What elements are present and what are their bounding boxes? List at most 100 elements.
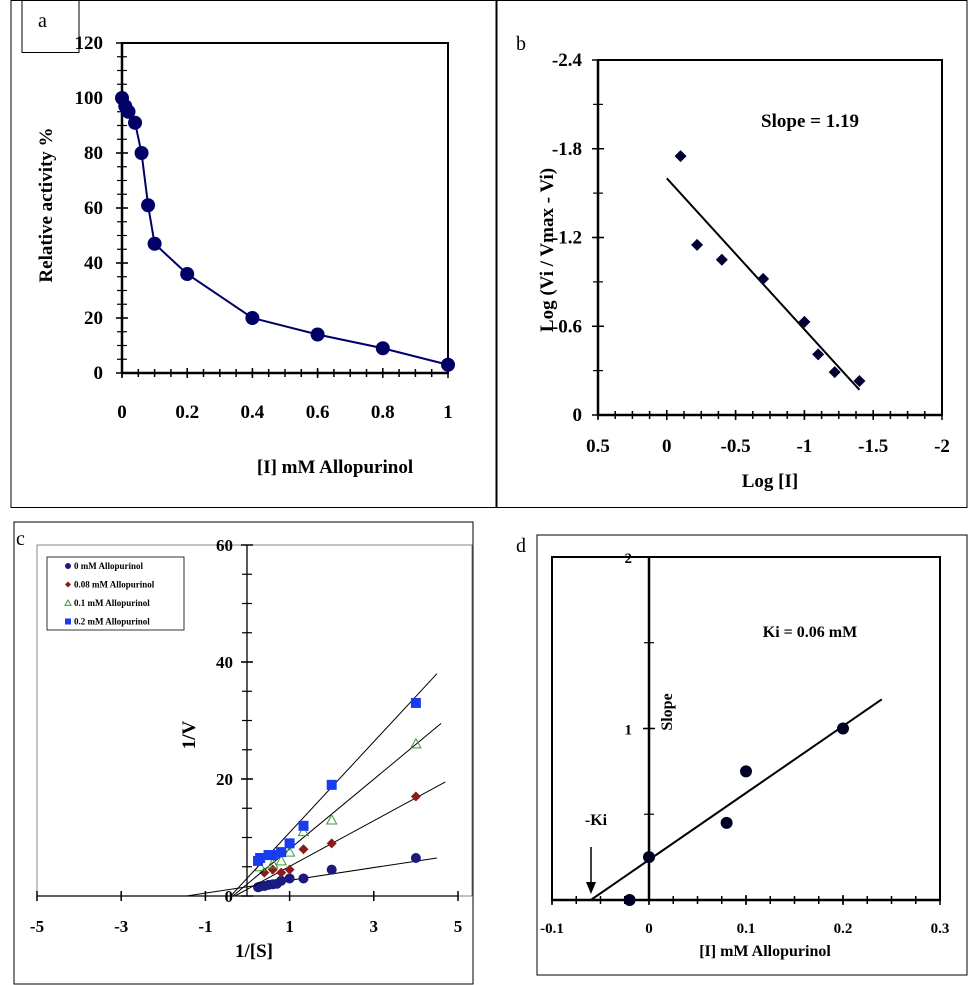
panel-d-data-point — [837, 722, 849, 735]
panel-a-x-tick-label: 1 — [443, 402, 453, 423]
panel-b-xlabel: Log [I] — [742, 471, 798, 492]
panel-d-xlabel: [I] mM Allopurinol — [699, 943, 831, 960]
panel-b-x-tick-label: 0 — [662, 436, 672, 457]
legend-label: 0.1 mM Allopurinol — [74, 598, 150, 608]
panel-c-data-point — [283, 846, 296, 857]
panel-c-data-point — [276, 875, 287, 886]
panel-c-plot: -5 -3 -1 1 3 5 0 20 40 60 — [30, 536, 473, 936]
panel-b-data-point — [757, 272, 770, 285]
panel-d-x-tick-label: 0 — [645, 921, 653, 937]
panel-b-y-tick-label: -0.6 — [552, 316, 582, 337]
panel-b-data-point — [828, 366, 841, 379]
panel-a-data-point — [245, 311, 260, 325]
panel-a-data-point — [128, 115, 143, 130]
panel-a-x-tick-label: 0.4 — [241, 402, 265, 423]
legend-label: 0.2 mM Allopurinol — [74, 617, 150, 627]
panel-b-y-tick-label: 0 — [573, 405, 583, 426]
panel-b-x-tick-label: -2 — [934, 436, 950, 457]
panel-a-data-point — [121, 104, 136, 119]
legend-marker-square — [65, 618, 71, 625]
panel-c-x-tick-label: 5 — [454, 917, 463, 936]
panel-d-plot-area — [551, 556, 941, 901]
panel-a-data-point — [310, 327, 325, 342]
panel-d-ki-label: -Ki — [585, 812, 608, 829]
panel-c-data-point — [326, 864, 337, 875]
panel-c-data-point — [298, 820, 309, 831]
panel-d-frame — [536, 534, 968, 976]
ki-arrow-icon — [586, 847, 596, 894]
panel-a-data-point — [141, 198, 156, 213]
panel-a-y-tick-label: 60 — [84, 198, 103, 219]
panel-c-data-point — [298, 844, 309, 855]
panel-c-xlabel: 1/[S] — [235, 941, 273, 962]
panel-b-plot: 0.5 0 -0.5 -1 -1.5 -20-0.6-1.2-1.8-2.4 — [552, 50, 950, 457]
panel-a-y-tick-label: 120 — [75, 33, 104, 54]
panel-c-y-tick-label: 40 — [216, 653, 233, 672]
panel-c-fit-line-1 — [234, 781, 446, 897]
panel-c-data-point — [410, 737, 422, 749]
panel-c-data-point — [326, 838, 337, 849]
panel-a-label: a — [38, 10, 47, 32]
panel-c-x-tick-label: -1 — [198, 917, 212, 936]
panel-b-y-tick-label: -1.8 — [552, 139, 582, 160]
panel-a-y-tick-label: 20 — [84, 308, 103, 329]
panel-b-x-tick-label: -1 — [796, 436, 812, 457]
panel-c-data-point — [410, 791, 421, 802]
panel-c-x-tick-label: 3 — [370, 917, 379, 936]
panel-a-plot: 0 0.2 0.4 0.6 0.8 1 0 20 40 60 80 100 120 — [75, 33, 455, 423]
panel-d-data-point — [720, 816, 733, 829]
panel-c-fit-line-2 — [232, 723, 442, 897]
panel-c-label: c — [16, 528, 25, 550]
legend-label: 0 mM Allopurinol — [74, 561, 144, 571]
panel-c-y-tick-label: 0 — [225, 887, 234, 906]
panel-a-ylabel: Relative activity % — [36, 127, 57, 282]
panel-c-data-point — [284, 864, 295, 875]
panel-b-y-tick-label: -1.2 — [552, 228, 582, 249]
panel-c-data-point — [267, 850, 278, 861]
panel-c-x-tick-label: -3 — [114, 917, 128, 936]
panel-d-label: d — [516, 535, 526, 557]
panel-d-data-point — [643, 851, 655, 864]
panel-b-data-point — [798, 315, 811, 328]
panel-b-x-tick-label: -0.5 — [721, 436, 751, 457]
panel-b-data-point — [674, 150, 687, 163]
panel-c-data-point — [284, 873, 295, 884]
panel-a-data-point — [134, 146, 149, 160]
panel-c-data-point — [284, 838, 295, 849]
panel-c-y-tick-label: 20 — [216, 770, 233, 789]
panel-b-x-tick-label: -1.5 — [858, 436, 888, 457]
panel-b-data-point — [812, 348, 825, 361]
panel-d-annotation: Ki = 0.06 mM — [763, 624, 857, 641]
panel-a-label-box — [21, 0, 80, 53]
panel-d-x-tick-label: 0.2 — [834, 921, 853, 937]
panel-d-y-tick-label: 1 — [625, 723, 633, 739]
panel-a-y-tick-label: 80 — [84, 143, 103, 164]
panel-c-x-tick-label: 1 — [285, 917, 294, 936]
panel-d-fit-line — [590, 698, 883, 901]
panel-a-frame — [10, 0, 497, 508]
panel-frames — [10, 0, 968, 985]
panel-d-x-tick-label: 0.1 — [737, 921, 756, 937]
panel-d-plot: -0.1 0 0.1 0.2 0.3 1 2 — [540, 551, 949, 937]
panel-a-y-tick-label: 0 — [94, 363, 104, 384]
panel-c-fit-line-0 — [186, 857, 438, 897]
panel-b-annotation: Slope = 1.19 — [761, 111, 859, 132]
panel-d-x-tick-label: 0.3 — [931, 921, 950, 937]
panel-d-data-point — [623, 894, 636, 906]
panel-c-data-point — [410, 852, 421, 863]
panel-c-data-point — [298, 873, 309, 884]
panel-b-x-tick-label: 0.5 — [586, 436, 610, 457]
panel-c-y-tick-label: 60 — [216, 536, 233, 555]
panel-b-data-point — [853, 374, 866, 387]
panel-a-data-point — [441, 357, 455, 372]
panel-a-data-point — [180, 267, 195, 281]
panel-c-ylabel: 1/V — [179, 720, 200, 749]
panel-b-data-point — [691, 238, 704, 251]
panel-a-x-tick-label: 0.2 — [175, 402, 199, 423]
panel-d-ylabel: Slope — [659, 693, 676, 730]
panel-a-series-line — [121, 97, 449, 366]
panel-b-data-point — [715, 253, 728, 266]
panel-c-legend: 0 mM Allopurinol 0.08 mM Allopurinol 0.1 m… — [46, 556, 185, 631]
panel-a-xlabel: [I] mM Allopurinol — [257, 457, 413, 478]
